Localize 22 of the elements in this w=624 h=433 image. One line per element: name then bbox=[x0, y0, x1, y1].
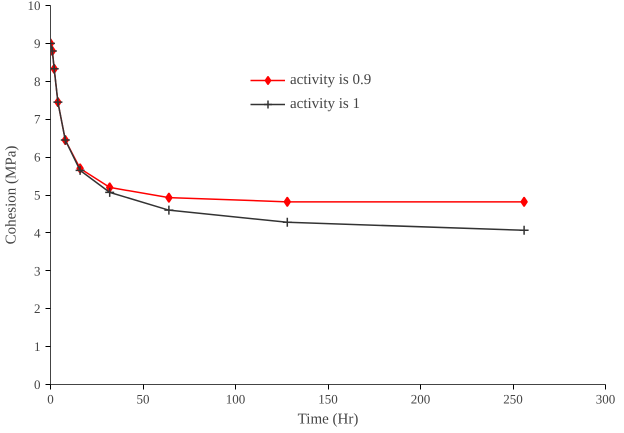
y-axis-title: Cohesion (MPa) bbox=[4, 146, 20, 244]
x-tick-label: 250 bbox=[503, 392, 523, 406]
legend-label: activity is 0.9 bbox=[290, 72, 372, 88]
x-tick-label: 0 bbox=[47, 392, 54, 406]
y-tick-label: 9 bbox=[34, 36, 40, 51]
y-tick-label: 10 bbox=[28, 0, 40, 13]
y-tick-label: 1 bbox=[34, 339, 40, 354]
x-axis-title: Time (Hr) bbox=[298, 412, 358, 428]
legend-label: activity is 1 bbox=[290, 96, 360, 112]
x-tick-label: 300 bbox=[596, 392, 616, 406]
x-tick-label: 200 bbox=[410, 392, 430, 406]
y-tick-label: 6 bbox=[34, 150, 41, 165]
y-tick-label: 5 bbox=[34, 188, 40, 202]
y-tick-label: 7 bbox=[34, 112, 41, 127]
y-tick-label: 4 bbox=[34, 225, 41, 240]
y-tick-label: 8 bbox=[34, 74, 40, 89]
y-tick-label: 2 bbox=[34, 301, 40, 316]
x-tick-label: 100 bbox=[226, 392, 246, 406]
y-tick-label: 0 bbox=[34, 377, 40, 392]
y-tick-label: 3 bbox=[34, 263, 40, 278]
x-tick-label: 150 bbox=[318, 392, 338, 406]
x-tick-label: 50 bbox=[136, 392, 150, 406]
